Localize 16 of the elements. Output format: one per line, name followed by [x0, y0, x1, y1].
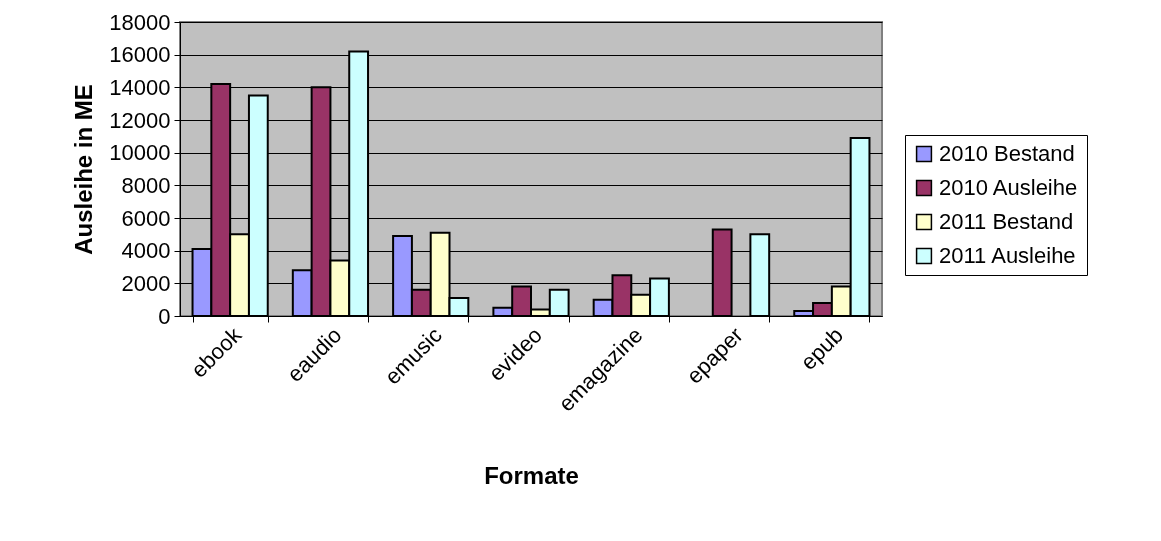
legend-label: 2011 Ausleihe — [939, 243, 1076, 268]
y-tick-label: 18000 — [109, 9, 171, 35]
legend-label: 2010 Bestand — [939, 141, 1075, 166]
y-tick-label: 16000 — [109, 42, 171, 68]
y-axis-title: Ausleihe in ME — [70, 84, 98, 255]
y-tick-label: 10000 — [109, 140, 171, 166]
y-tick-label: 12000 — [109, 107, 171, 133]
x-axis-title: Formate — [484, 462, 579, 490]
y-tick-label: 2000 — [121, 270, 171, 296]
legend-label: 2010 Ausleihe — [939, 175, 1078, 200]
y-tick-label: 14000 — [109, 74, 171, 100]
y-tick-label: 0 — [158, 303, 171, 329]
y-tick-label: 8000 — [121, 172, 171, 198]
y-tick-label: 4000 — [121, 238, 171, 264]
legend-label: 2011 Bestand — [939, 209, 1074, 234]
y-tick-label: 6000 — [121, 205, 171, 231]
